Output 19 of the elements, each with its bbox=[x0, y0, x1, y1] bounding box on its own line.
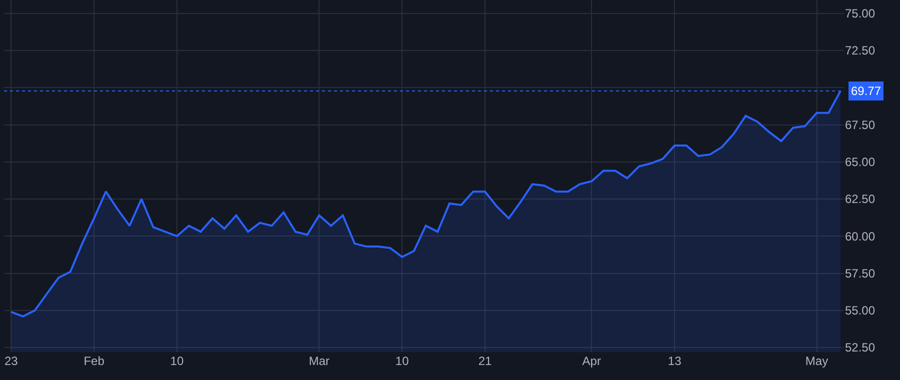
x-tick-label: Feb bbox=[84, 354, 105, 368]
x-tick-label: May bbox=[805, 354, 828, 368]
y-tick-label: 60.00 bbox=[845, 229, 876, 244]
x-tick-label: Mar bbox=[308, 354, 330, 368]
y-tick-label: 65.00 bbox=[845, 155, 876, 170]
ref-line-label: 69.77 bbox=[851, 84, 882, 98]
y-tick-label: 62.50 bbox=[845, 192, 876, 206]
x-tick-label: 10 bbox=[395, 354, 410, 368]
x-tick-label: 21 bbox=[478, 354, 492, 368]
x-tick-label: 23 bbox=[4, 354, 18, 368]
y-tick-label: 52.50 bbox=[845, 340, 876, 355]
y-tick-label: 72.50 bbox=[845, 44, 876, 58]
y-tick-label: 75.00 bbox=[845, 6, 876, 21]
y-tick-label: 57.50 bbox=[845, 266, 876, 280]
y-tick-label: 55.00 bbox=[845, 304, 876, 318]
x-tick-label: 13 bbox=[668, 354, 682, 368]
y-tick-label: 67.50 bbox=[845, 118, 876, 132]
x-tick-label: 10 bbox=[170, 354, 184, 368]
x-tick-label: Apr bbox=[582, 354, 601, 368]
